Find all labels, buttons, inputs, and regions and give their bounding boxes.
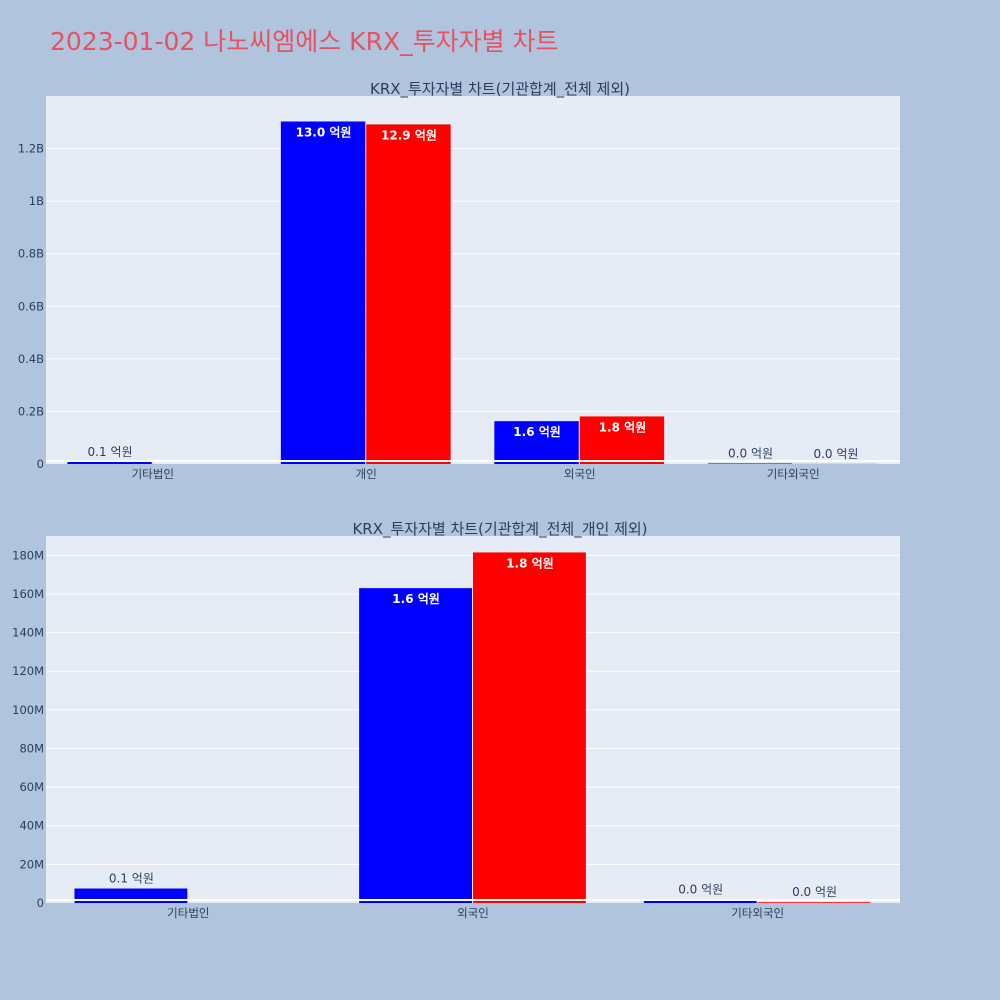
y-tick-label: 160M xyxy=(12,587,44,601)
bar[interactable] xyxy=(579,416,665,464)
bar[interactable] xyxy=(67,461,152,464)
bar[interactable] xyxy=(707,463,793,464)
x-tick-label: 외국인 xyxy=(457,906,489,920)
y-tick-label: 0.4B xyxy=(18,352,44,366)
y-tick-label: 20M xyxy=(19,857,44,871)
y-tick-label: 180M xyxy=(12,548,44,562)
y-tick-label: 40M xyxy=(19,819,44,833)
x-tick-label: 기타외국인 xyxy=(767,467,820,481)
chart-top: 0 0.2B 0.4B 0.6B 0.8B 1B 1.2B KRX_투자자별 차트(기관합계_… xyxy=(18,80,900,481)
chart-bottom: 0 20M 40M 60M 80M 100M 120M 140M 160M 180M KRX_투자자… xyxy=(12,520,900,920)
x-tick-label: 외국인 xyxy=(564,467,596,481)
data-label: 0.0 억원 xyxy=(813,447,858,461)
bar[interactable] xyxy=(280,121,366,465)
y-tick-label: 0 xyxy=(37,896,44,910)
data-label: 0.1 억원 xyxy=(109,872,154,886)
x-tick-label: 기타외국인 xyxy=(731,906,784,920)
y-tick-label: 1.2B xyxy=(18,142,44,156)
y-tick-label: 60M xyxy=(19,780,44,794)
x-tick-label: 기타법인 xyxy=(167,906,209,920)
bar[interactable] xyxy=(359,588,472,903)
data-label: 1.6 억원 xyxy=(513,425,561,439)
data-label: 0.0 억원 xyxy=(728,446,773,460)
data-label: 0.0 억원 xyxy=(792,885,837,899)
x-tick-label: 기타법인 xyxy=(132,467,174,481)
data-label: 1.6 억원 xyxy=(392,592,440,606)
bar[interactable] xyxy=(643,899,757,903)
data-label: 12.9 억원 xyxy=(381,128,437,142)
chart-title: KRX_투자자별 차트(기관합계_전체 제외) xyxy=(370,80,630,99)
x-tick-label: 개인 xyxy=(356,467,377,481)
page-title: 2023-01-02 나노씨엠에스 KRX_투자자별 차트 xyxy=(50,27,559,56)
y-tick-label: 100M xyxy=(12,703,44,717)
plot-area xyxy=(46,96,900,464)
bar[interactable] xyxy=(494,421,579,464)
data-label: 13.0 억원 xyxy=(296,125,352,139)
y-tick-label: 120M xyxy=(12,664,44,678)
data-label: 1.8 억원 xyxy=(506,556,554,570)
data-label: 1.8 억원 xyxy=(599,420,647,434)
y-tick-label: 0.2B xyxy=(18,404,44,418)
data-label: 0.0 억원 xyxy=(678,883,723,897)
y-tick-label: 80M xyxy=(19,741,44,755)
bar[interactable] xyxy=(757,902,871,903)
y-tick-label: 1B xyxy=(29,194,44,208)
chart-title: KRX_투자자별 차트(기관합계_전체_개인 제외) xyxy=(352,520,647,539)
y-tick-label: 0 xyxy=(37,457,44,471)
bar[interactable] xyxy=(366,124,451,464)
bar[interactable] xyxy=(473,552,586,903)
y-tick-label: 0.8B xyxy=(18,247,44,261)
y-tick-label: 0.6B xyxy=(18,299,44,313)
data-label: 0.1 억원 xyxy=(88,445,133,459)
y-tick-label: 140M xyxy=(12,626,44,640)
